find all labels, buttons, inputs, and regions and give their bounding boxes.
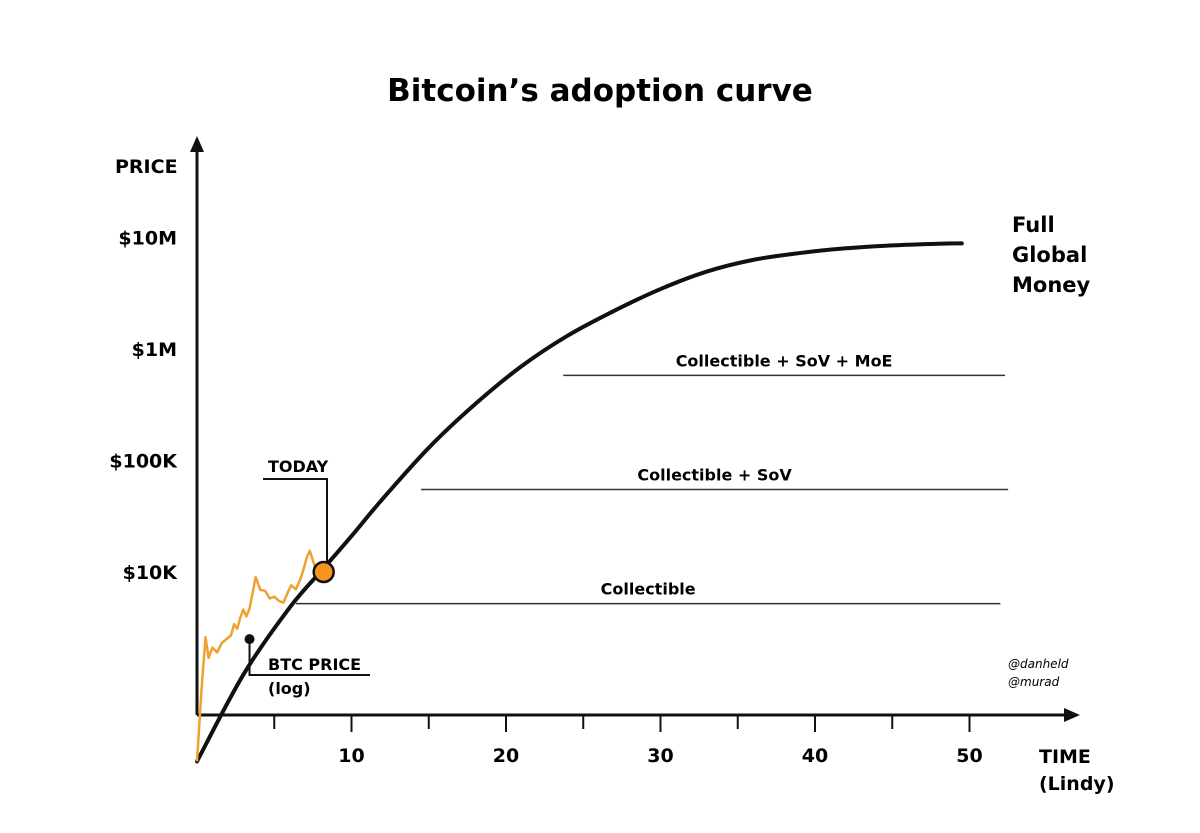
today-marker	[312, 560, 335, 584]
adoption-curve-line	[195, 241, 964, 764]
y-axis-label: PRICE	[115, 156, 178, 178]
x-axis-arrow-icon	[1064, 708, 1080, 722]
credit-murad: @murad	[1008, 675, 1060, 689]
y-tick-label: $1M	[132, 339, 177, 361]
end-label-line-3: Money	[1012, 273, 1091, 297]
x-tick-label: 40	[802, 745, 828, 767]
btc-price-line	[195, 549, 328, 762]
reference-line-label: Collectible	[601, 580, 696, 599]
credit-danheld: @danheld	[1008, 657, 1069, 671]
y-tick-label: $10K	[123, 562, 179, 584]
x-tick-label: 20	[493, 745, 519, 767]
x-tick-label: 30	[647, 745, 673, 767]
y-tick-label: $10M	[118, 228, 177, 250]
series-lines	[195, 241, 964, 764]
x-tick-label: 50	[956, 745, 982, 767]
btc-price-leader-line	[248, 639, 370, 676]
today-leader-line	[263, 478, 328, 562]
end-label-line-2: Global	[1012, 243, 1087, 267]
y-axis-arrow-icon	[190, 136, 204, 152]
reference-line-label: Collectible + SoV + MoE	[676, 351, 893, 370]
reference-lines: Collectible Collectible + SoV Collectible …	[295, 351, 1009, 605]
x-axis-label-unit: (Lindy)	[1039, 773, 1115, 795]
x-tick-label: 10	[338, 745, 364, 767]
reference-line-label: Collectible + SoV	[637, 465, 792, 484]
btc-price-label-log: (log)	[268, 679, 311, 698]
today-label: TODAY	[268, 457, 329, 476]
btc-price-label: BTC PRICE	[268, 655, 361, 674]
y-tick-label: $100K	[109, 451, 178, 473]
y-ticks: $10K $100K $1M $10M	[109, 228, 178, 585]
end-label-line-1: Full	[1012, 213, 1055, 237]
x-ticks: 10 20 30 40 50	[273, 715, 983, 767]
x-axis-label: TIME	[1039, 746, 1091, 768]
chart-title: Bitcoin’s adoption curve	[387, 73, 813, 109]
